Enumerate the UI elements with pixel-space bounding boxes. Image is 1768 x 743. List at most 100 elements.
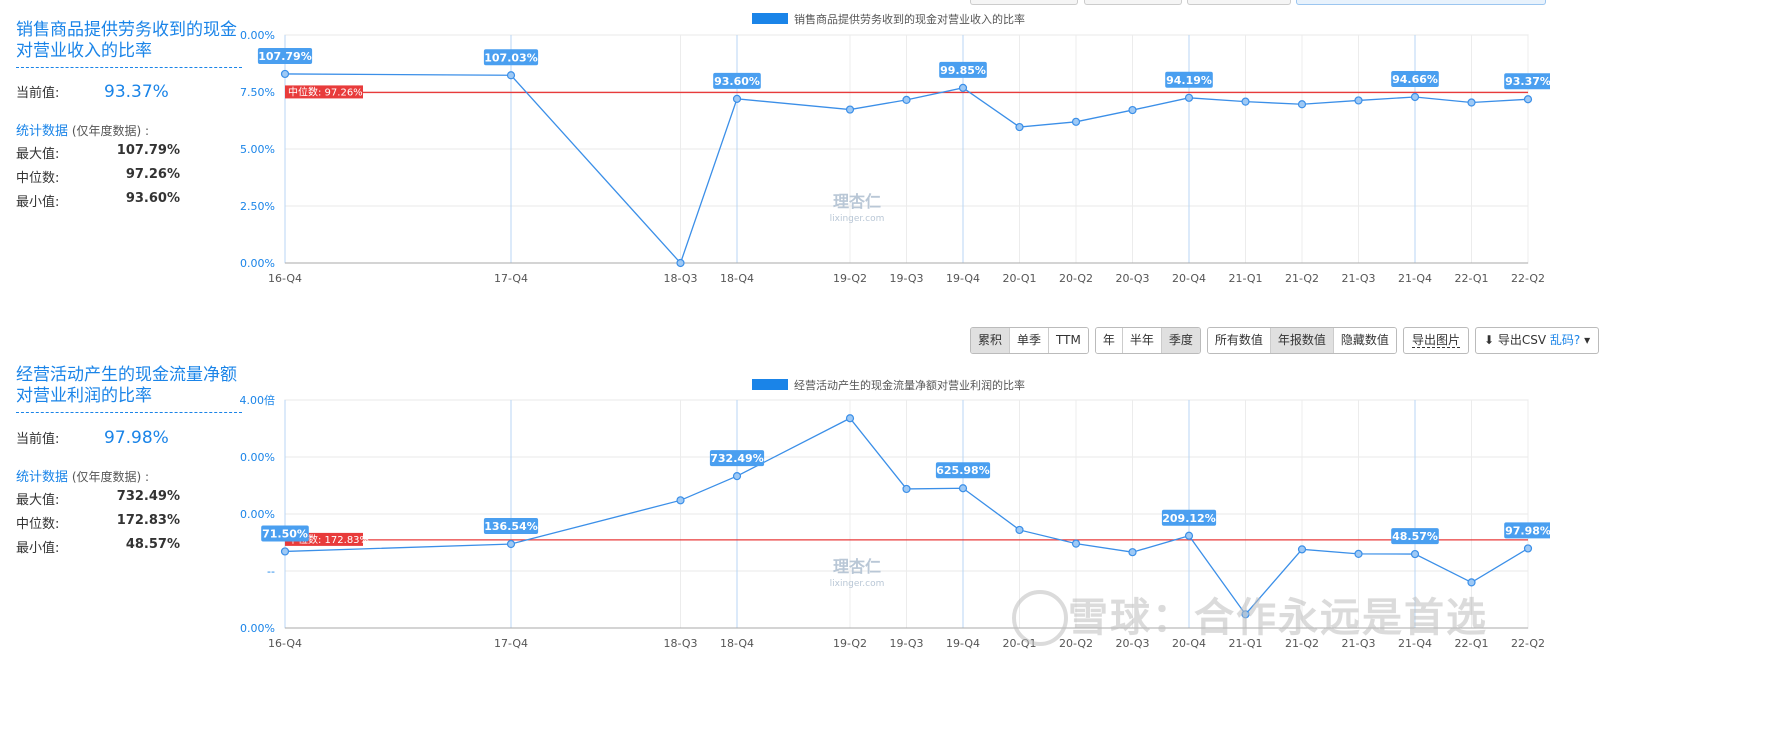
line-chart-2: -600.00% -- 400.00% 900.00% 14.00倍 16-Q4 17-Q4… [240, 378, 1550, 650]
stat-value: 172.83% [116, 513, 180, 528]
x-tick-label: 21-Q1 [1228, 637, 1262, 650]
hide-values-button[interactable]: 隐藏数值 [1333, 328, 1396, 353]
site-watermark-logo: 理杏仁 [833, 557, 881, 576]
period-year-button[interactable]: 年 [1095, 328, 1123, 353]
stats-label: 统计数据 [16, 124, 69, 139]
period-group: 年 半年 季度 [1094, 327, 1201, 354]
data-point [676, 496, 685, 505]
period-half-year-button[interactable]: 半年 [1122, 328, 1162, 353]
x-tick-label: 18-Q4 [720, 637, 754, 650]
data-point [958, 83, 968, 92]
current-label: 当前值: [16, 86, 60, 101]
y-tick-label: 32.50% [240, 200, 275, 213]
export-image-button[interactable]: 导出图片 [1402, 327, 1469, 354]
mode-single-quarter-button[interactable]: 单季 [1010, 328, 1050, 353]
data-point [1128, 105, 1137, 115]
annual-values-button[interactable]: 年报数值 [1270, 328, 1334, 353]
stat-max-row: 最大值: 107.79% [16, 143, 180, 162]
data-point [1184, 531, 1194, 540]
data-point [1015, 525, 1024, 535]
garbled-help-link[interactable]: 乱码? [1549, 333, 1581, 347]
x-tick-label: 21-Q4 [1398, 272, 1432, 285]
data-label: 107.79% [258, 50, 311, 63]
data-label: 71.50% [262, 527, 308, 540]
x-tick-label: 21-Q1 [1228, 272, 1262, 285]
x-tick-label: 22-Q2 [1511, 637, 1545, 650]
site-watermark-url: lixinger.com [830, 214, 885, 224]
x-tick-label: 20-Q3 [1115, 637, 1149, 650]
mode-cumulative-button[interactable]: 累积 [971, 328, 1011, 353]
data-label: 94.66% [1392, 73, 1438, 86]
data-label: 99.85% [940, 64, 986, 77]
data-point [1071, 117, 1081, 126]
data-point [1015, 122, 1024, 132]
x-tick-label: 21-Q2 [1285, 637, 1319, 650]
y-tick-label: 400.00% [240, 508, 275, 521]
data-label: 94.19% [1166, 74, 1212, 87]
site-watermark-url: lixinger.com [830, 579, 885, 589]
stat-value: 48.57% [125, 537, 180, 552]
data-point [958, 484, 968, 493]
data-label: 48.57% [1392, 530, 1438, 543]
data-point [1297, 545, 1307, 554]
all-values-button[interactable]: 所有数值 [1207, 328, 1271, 353]
data-point [1297, 100, 1307, 109]
current-value: 97.98% [104, 428, 169, 448]
data-point [732, 94, 742, 103]
x-tick-label: 20-Q2 [1059, 272, 1093, 285]
data-label-bg [1504, 73, 1550, 90]
x-tick-label: 17-Q4 [494, 637, 528, 650]
data-point [1354, 549, 1363, 558]
x-tick-label: 21-Q2 [1285, 272, 1319, 285]
data-point [1523, 544, 1533, 553]
data-label-bg [257, 47, 313, 64]
median-label: 中位数: 97.26% [288, 85, 363, 98]
data-label-bg [1161, 509, 1217, 526]
download-icon: ⬇ [1483, 333, 1495, 347]
data-point [1523, 95, 1533, 104]
metric-title: 经营活动产生的现金流量净额对营业利润的比率 [16, 365, 242, 413]
export-csv-label: 导出CSV [1497, 333, 1547, 347]
y-tick-label: 97.50% [240, 86, 275, 99]
data-label: 625.98% [936, 464, 989, 477]
x-tick-label: 16-Q4 [268, 637, 302, 650]
stat-min-row: 最小值: 48.57% [16, 537, 180, 556]
stats-heading: 统计数据 (仅年度数据) : [16, 120, 149, 139]
current-value-row: 当前值: 93.37% [16, 82, 169, 102]
legend-swatch [752, 379, 788, 390]
data-label-bg [713, 72, 761, 89]
x-tick-label: 18-Q4 [720, 272, 754, 285]
stat-median-row: 中位数: 172.83% [16, 513, 180, 532]
stat-value: 93.60% [125, 191, 180, 206]
x-tick-label: 19-Q2 [833, 272, 867, 285]
stats-note: (仅年度数据) : [71, 470, 150, 484]
export-csv-button[interactable]: ⬇ 导出CSV 乱码? ▾ [1474, 327, 1600, 354]
watermark-overlay: 雪球：合作永远是首选 [1068, 585, 1488, 643]
data-point [1467, 578, 1476, 587]
data-point [1354, 96, 1363, 105]
stat-label: 中位数: [16, 517, 60, 532]
data-label-bg [709, 450, 765, 467]
x-tick-label: 19-Q3 [889, 637, 923, 650]
ratio-panel-1: 销售商品提供劳务收到的现金对营业收入的比率 当前值: 93.37% 统计数据 (仅… [0, 0, 1768, 320]
y-tick-label: 14.00倍 [240, 393, 275, 407]
mode-ttm-button[interactable]: TTM [1049, 328, 1088, 353]
watermark-text: 雪球：合作永远是首选 [1068, 595, 1488, 641]
panel-sidebar: 销售商品提供劳务收到的现金对营业收入的比率 当前值: 93.37% 统计数据 (仅… [16, 20, 242, 210]
stat-max-row: 最大值: 732.49% [16, 489, 180, 508]
x-tick-label: 22-Q1 [1454, 272, 1488, 285]
data-label: 136.54% [484, 520, 537, 533]
legend-label: 销售商品提供劳务收到的现金对营业收入的比率 [794, 12, 1025, 26]
x-tick-label: 21-Q4 [1398, 637, 1432, 650]
x-tick-label: 22-Q1 [1454, 637, 1488, 650]
stat-label: 最大值: [16, 147, 60, 162]
data-label: 97.98% [1505, 524, 1550, 537]
x-tick-label: 20-Q4 [1172, 637, 1206, 650]
period-quarter-button[interactable]: 季度 [1161, 328, 1200, 353]
panel-sidebar: 经营活动产生的现金流量净额对营业利润的比率 当前值: 97.98% 统计数据 (仅… [16, 365, 242, 556]
x-tick-label: 21-Q3 [1341, 272, 1375, 285]
caret-down-icon: ▾ [1584, 333, 1591, 347]
y-tick-label: 0.00% [240, 257, 275, 270]
data-label-bg [261, 525, 309, 542]
data-label-bg [1165, 71, 1213, 88]
